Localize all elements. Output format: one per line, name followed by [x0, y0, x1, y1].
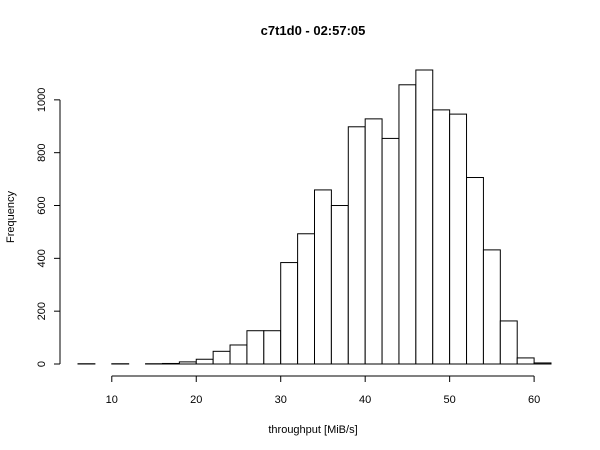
chart-title: c7t1d0 - 02:57:05: [261, 23, 366, 38]
histogram-bar-11: [263, 330, 282, 365]
histogram-bar-6: [178, 361, 197, 365]
histogram-bar-10: [246, 330, 265, 365]
histogram-bar-18: [381, 137, 400, 365]
x-tick-label-3: 40: [359, 394, 371, 406]
histogram-bar-25: [499, 320, 518, 365]
histogram-bars: [77, 69, 552, 365]
y-tick-label-4: 800: [36, 143, 48, 161]
y-tick-label-5: 1000: [36, 88, 48, 112]
x-tick-label-1: 20: [190, 394, 202, 406]
histogram-bar-21: [432, 109, 451, 365]
histogram-bar-20: [415, 69, 434, 365]
x-tick-label-2: 30: [275, 394, 287, 406]
y-axis: 0 200 400 600 800 1000: [36, 88, 61, 367]
histogram-bar-14: [314, 189, 332, 365]
histogram-bar-22: [449, 113, 468, 365]
y-tick-label-0: 0: [36, 361, 48, 367]
y-axis-label: Frequency: [5, 191, 17, 243]
histogram-bar-17: [364, 118, 383, 365]
histogram-bar-13: [297, 233, 315, 365]
x-axis-label: throughput [MiB/s]: [268, 424, 357, 436]
histogram-bar-7: [195, 358, 214, 365]
histogram-bar-24: [482, 249, 501, 365]
histogram-bar-15: [330, 205, 349, 365]
histogram-bar-5: [161, 362, 180, 365]
histogram-bar-12: [280, 262, 299, 365]
histogram-bar-23: [466, 177, 484, 365]
histogram-bar-9: [229, 344, 248, 365]
histogram-bar-19: [398, 84, 417, 365]
x-tick-label-5: 60: [528, 394, 540, 406]
y-tick-label-3: 600: [36, 196, 48, 214]
y-tick-label-1: 200: [36, 302, 48, 320]
x-axis: 10 20 30 40 50 60: [106, 375, 540, 406]
y-tick-label-2: 400: [36, 249, 48, 267]
histogram-bar-8: [212, 350, 231, 365]
histogram-bar-16: [347, 126, 366, 365]
histogram-bar-27: [533, 362, 552, 365]
histogram-bar-26: [516, 357, 535, 365]
x-tick-label-0: 10: [106, 394, 118, 406]
x-tick-label-4: 50: [444, 394, 456, 406]
